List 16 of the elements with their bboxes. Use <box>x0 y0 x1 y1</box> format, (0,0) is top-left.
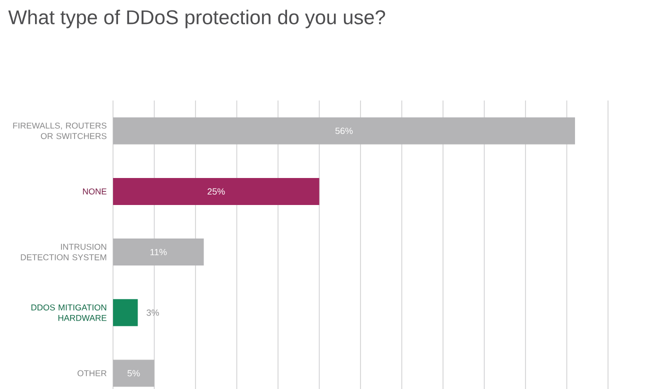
chart-title: What type of DDoS protection do you use? <box>8 10 386 28</box>
y-tick-label: DDOS MITIGATION HARDWARE <box>31 304 106 321</box>
data-label: 56% <box>335 128 353 134</box>
data-label: 25% <box>208 188 225 195</box>
y-tick-label: OTHER <box>78 370 106 376</box>
y-tick-label: NONE <box>83 188 106 194</box>
bar <box>113 360 154 387</box>
bar <box>113 117 576 144</box>
data-label: 11% <box>150 248 167 256</box>
data-label: 5% <box>128 370 140 376</box>
bar <box>113 238 204 266</box>
data-label: 3% <box>146 309 159 316</box>
y-tick-label: INTRUSION DETECTION SYSTEM <box>20 244 106 260</box>
bar <box>113 178 320 205</box>
y-tick-label: FIREWALLS, ROUTERS OR SWITCHERS <box>13 122 106 140</box>
bar <box>113 299 138 326</box>
